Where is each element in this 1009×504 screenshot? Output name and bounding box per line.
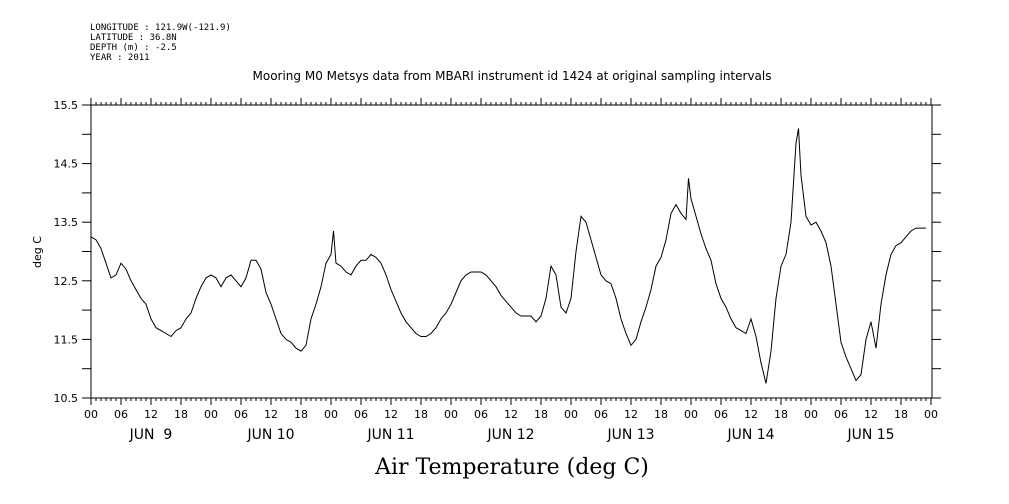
latitude-text: LATITUDE : 36.8N xyxy=(90,33,177,43)
day-label: JUN 13 xyxy=(606,427,654,443)
plot-frame xyxy=(90,104,933,399)
x-tick-label: 00 xyxy=(804,408,818,421)
longitude-text: LONGITUDE : 121.9W(-121.9) xyxy=(90,23,231,33)
y-tick-label: 13.5 xyxy=(54,216,79,229)
chart-title: Mooring M0 Metsys data from MBARI instru… xyxy=(253,69,772,83)
x-tick-label: 06 xyxy=(114,408,128,421)
x-tick-label: 12 xyxy=(264,408,278,421)
x-tick-label: 06 xyxy=(234,408,248,421)
y-tick-label: 11.5 xyxy=(54,333,79,346)
y-axis-label: deg C xyxy=(31,236,44,268)
x-tick-label: 12 xyxy=(624,408,638,421)
x-tick-label: 12 xyxy=(864,408,878,421)
x-tick-label: 00 xyxy=(564,408,578,421)
day-label: JUN 12 xyxy=(486,427,534,443)
y-tick-label: 15.5 xyxy=(54,99,79,112)
x-tick-label: 12 xyxy=(384,408,398,421)
series-line xyxy=(90,128,926,384)
x-tick-label: 06 xyxy=(354,408,368,421)
x-tick-label: 00 xyxy=(924,408,938,421)
x-tick-label: 00 xyxy=(684,408,698,421)
axes-group: 10.5 11.5 12.5 13.5 14.5 15.5 00 06 12 18 00 06 12 18… xyxy=(54,98,941,443)
x-tick-label: 12 xyxy=(744,408,758,421)
day-label: JUN 9 xyxy=(129,427,173,443)
x-tick-label: 12 xyxy=(144,408,158,421)
x-tick-label: 18 xyxy=(774,408,788,421)
y-tick-label: 14.5 xyxy=(54,158,79,171)
x-tick-label: 18 xyxy=(894,408,908,421)
y-tick-label: 10.5 xyxy=(54,392,79,405)
x-tick-label: 00 xyxy=(84,408,98,421)
day-label: JUN 10 xyxy=(246,427,294,443)
metadata-block: LONGITUDE : 121.9W(-121.9) LATITUDE : 36… xyxy=(90,23,231,63)
day-label: JUN 14 xyxy=(726,427,774,443)
x-tick-label: 06 xyxy=(594,408,608,421)
x-tick-label: 18 xyxy=(174,408,188,421)
x-tick-label: 06 xyxy=(474,408,488,421)
x-axis-label: Air Temperature (deg C) xyxy=(374,455,649,480)
y-tick-label: 12.5 xyxy=(54,275,79,288)
x-tick-label: 06 xyxy=(834,408,848,421)
day-label: JUN 15 xyxy=(846,427,894,443)
x-tick-label: 00 xyxy=(204,408,218,421)
x-tick-label: 12 xyxy=(504,408,518,421)
x-tick-label: 18 xyxy=(414,408,428,421)
x-tick-label: 00 xyxy=(324,408,338,421)
x-tick-label: 18 xyxy=(654,408,668,421)
year-text: YEAR : 2011 xyxy=(90,53,150,63)
depth-text: DEPTH (m) : -2.5 xyxy=(90,43,177,53)
x-tick-label: 18 xyxy=(294,408,308,421)
x-tick-label: 00 xyxy=(444,408,458,421)
x-tick-label: 06 xyxy=(714,408,728,421)
x-tick-label: 18 xyxy=(534,408,548,421)
day-label: JUN 11 xyxy=(366,427,414,443)
